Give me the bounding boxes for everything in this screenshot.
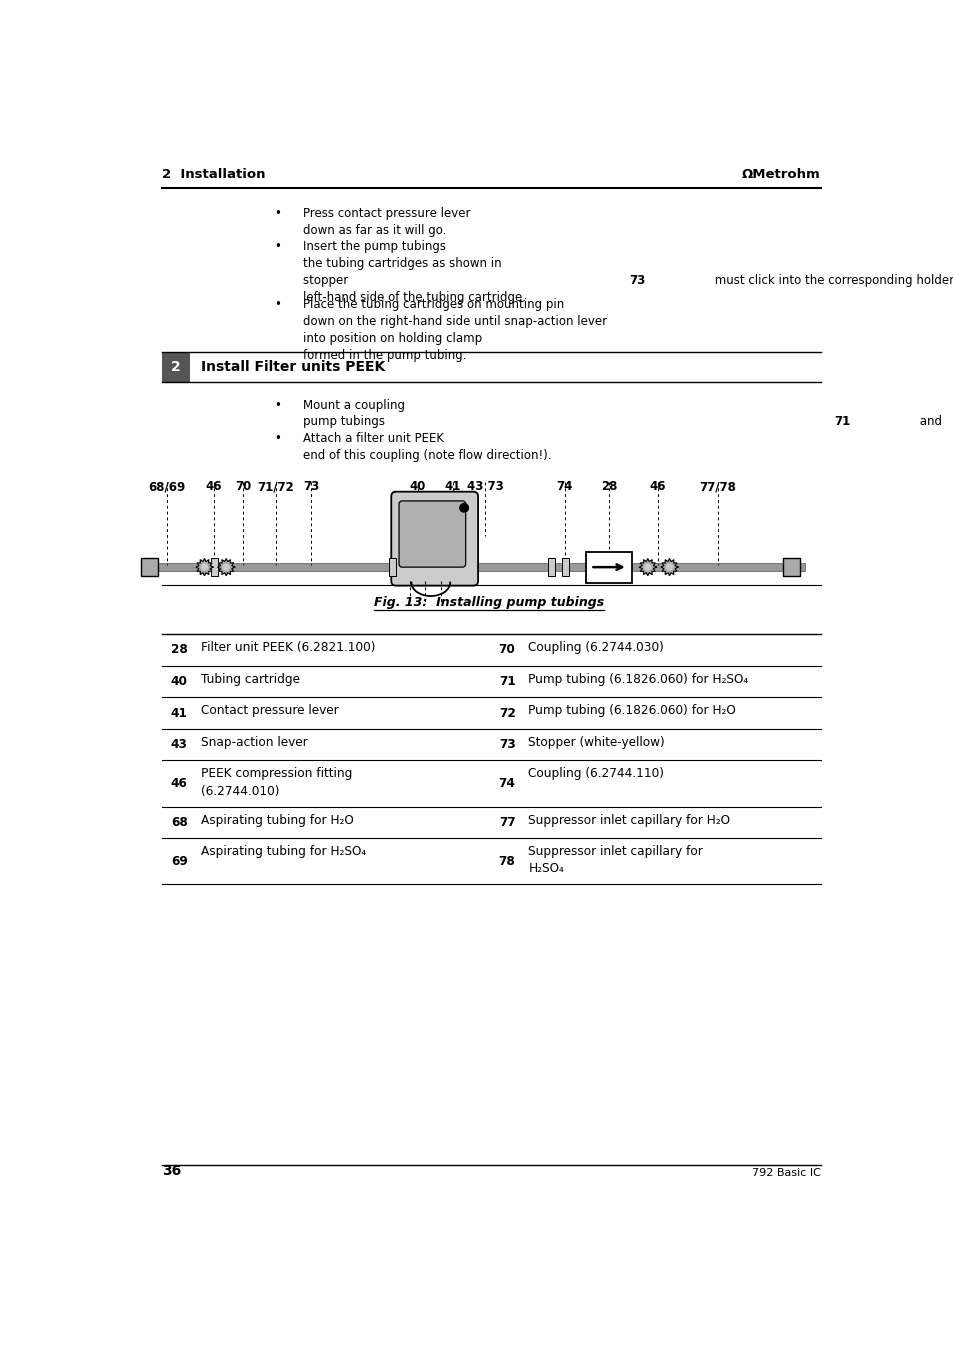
Text: 68/69: 68/69 bbox=[149, 480, 186, 493]
Text: 2  Installation: 2 Installation bbox=[162, 168, 265, 181]
Text: 69: 69 bbox=[171, 855, 188, 867]
Bar bbox=[561, 558, 569, 577]
Text: Suppressor inlet capillary for: Suppressor inlet capillary for bbox=[528, 846, 702, 858]
Text: Attach a filter unit PEEK: Attach a filter unit PEEK bbox=[303, 432, 447, 446]
Text: Aspirating tubing for H₂SO₄: Aspirating tubing for H₂SO₄ bbox=[200, 846, 365, 858]
Text: the tubing cartridges as shown in: the tubing cartridges as shown in bbox=[303, 257, 505, 270]
Polygon shape bbox=[660, 559, 678, 576]
Text: 36: 36 bbox=[162, 1163, 181, 1178]
Circle shape bbox=[666, 565, 672, 570]
Text: 77/78: 77/78 bbox=[699, 480, 735, 493]
Text: 73: 73 bbox=[498, 738, 515, 751]
Text: 71: 71 bbox=[833, 416, 849, 428]
Circle shape bbox=[644, 565, 650, 570]
Text: Aspirating tubing for H₂O: Aspirating tubing for H₂O bbox=[200, 813, 353, 827]
Text: •: • bbox=[274, 432, 281, 446]
Text: (6.2744.010): (6.2744.010) bbox=[200, 785, 279, 797]
Text: 46: 46 bbox=[205, 480, 222, 493]
Text: Insert the pump tubings: Insert the pump tubings bbox=[303, 240, 449, 253]
Text: down on the right-hand side until snap-action lever: down on the right-hand side until snap-a… bbox=[303, 315, 610, 328]
Text: 40: 40 bbox=[171, 676, 188, 688]
Text: Filter unit PEEK (6.2821.100): Filter unit PEEK (6.2821.100) bbox=[200, 642, 375, 654]
Text: 46: 46 bbox=[649, 480, 665, 493]
Polygon shape bbox=[195, 559, 213, 576]
Text: 68: 68 bbox=[171, 816, 188, 830]
Text: left-hand side of the tubing cartridge.: left-hand side of the tubing cartridge. bbox=[303, 290, 525, 304]
Text: H₂SO₄: H₂SO₄ bbox=[528, 862, 563, 875]
Bar bbox=[211, 558, 218, 577]
Text: 41: 41 bbox=[444, 480, 460, 493]
Bar bbox=[548, 558, 555, 577]
Text: 28: 28 bbox=[171, 643, 188, 657]
Text: into position on holding clamp: into position on holding clamp bbox=[303, 332, 485, 346]
FancyBboxPatch shape bbox=[398, 501, 465, 567]
Text: Coupling (6.2744.030): Coupling (6.2744.030) bbox=[528, 642, 663, 654]
Text: 41: 41 bbox=[171, 707, 188, 720]
Text: down as far as it will go.: down as far as it will go. bbox=[303, 224, 446, 236]
Text: •: • bbox=[274, 207, 281, 220]
Text: Snap-action lever: Snap-action lever bbox=[200, 736, 307, 748]
Bar bbox=[141, 563, 804, 571]
Text: 70: 70 bbox=[234, 480, 251, 493]
Text: formed in the pump tubing.: formed in the pump tubing. bbox=[303, 349, 466, 362]
Text: must click into the corresponding holder on the: must click into the corresponding holder… bbox=[711, 274, 953, 286]
Circle shape bbox=[201, 565, 207, 570]
Text: and: and bbox=[915, 416, 944, 428]
Text: PEEK compression fitting: PEEK compression fitting bbox=[200, 767, 352, 781]
Text: 46: 46 bbox=[171, 777, 188, 790]
Text: 74: 74 bbox=[498, 777, 515, 790]
Polygon shape bbox=[217, 559, 234, 576]
Text: Install Filter units PEEK: Install Filter units PEEK bbox=[201, 361, 385, 374]
Bar bbox=[585, 551, 632, 582]
Text: Place the tubing cartridges on mounting pin: Place the tubing cartridges on mounting … bbox=[303, 299, 567, 312]
Text: 71: 71 bbox=[498, 676, 515, 688]
Text: Contact pressure lever: Contact pressure lever bbox=[200, 704, 338, 717]
Text: Pump tubing (6.1826.060) for H₂O: Pump tubing (6.1826.060) for H₂O bbox=[528, 704, 736, 717]
Text: 71/72: 71/72 bbox=[257, 480, 294, 493]
Text: stopper: stopper bbox=[303, 274, 352, 286]
Text: Press contact pressure lever: Press contact pressure lever bbox=[303, 207, 474, 220]
Text: 70: 70 bbox=[498, 643, 515, 657]
Text: Stopper (white-yellow): Stopper (white-yellow) bbox=[528, 736, 664, 748]
Bar bbox=[162, 353, 190, 382]
Text: 792 Basic IC: 792 Basic IC bbox=[751, 1167, 820, 1178]
Bar bbox=[388, 558, 395, 577]
Text: 43 73: 43 73 bbox=[466, 480, 503, 493]
FancyBboxPatch shape bbox=[391, 492, 477, 585]
Text: Pump tubing (6.1826.060) for H₂SO₄: Pump tubing (6.1826.060) for H₂SO₄ bbox=[528, 673, 748, 685]
Text: Tubing cartridge: Tubing cartridge bbox=[200, 673, 299, 685]
Text: 73: 73 bbox=[303, 480, 319, 493]
Text: 28: 28 bbox=[600, 480, 617, 493]
Text: 78: 78 bbox=[498, 855, 515, 867]
Text: Suppressor inlet capillary for H₂O: Suppressor inlet capillary for H₂O bbox=[528, 813, 730, 827]
Text: 43: 43 bbox=[171, 738, 188, 751]
Text: 2: 2 bbox=[171, 361, 180, 374]
Bar bbox=[141, 558, 158, 577]
Text: end of this coupling (note flow direction!).: end of this coupling (note flow directio… bbox=[303, 450, 551, 462]
Text: 77: 77 bbox=[498, 816, 515, 830]
Bar bbox=[781, 558, 799, 577]
Text: 40: 40 bbox=[409, 480, 425, 493]
Text: pump tubings: pump tubings bbox=[303, 416, 388, 428]
Text: Mount a coupling: Mount a coupling bbox=[303, 399, 408, 412]
Text: •: • bbox=[274, 240, 281, 253]
Text: Coupling (6.2744.110): Coupling (6.2744.110) bbox=[528, 767, 663, 781]
Circle shape bbox=[223, 565, 229, 570]
Polygon shape bbox=[639, 559, 656, 576]
Text: •: • bbox=[274, 399, 281, 412]
Circle shape bbox=[459, 504, 468, 512]
Text: 72: 72 bbox=[498, 707, 515, 720]
Text: Fig. 13:  Installing pump tubings: Fig. 13: Installing pump tubings bbox=[374, 596, 603, 609]
Text: 73: 73 bbox=[629, 274, 645, 286]
Text: •: • bbox=[274, 299, 281, 312]
Text: 74: 74 bbox=[557, 480, 573, 493]
Text: ΩMetrohm: ΩMetrohm bbox=[741, 168, 820, 181]
